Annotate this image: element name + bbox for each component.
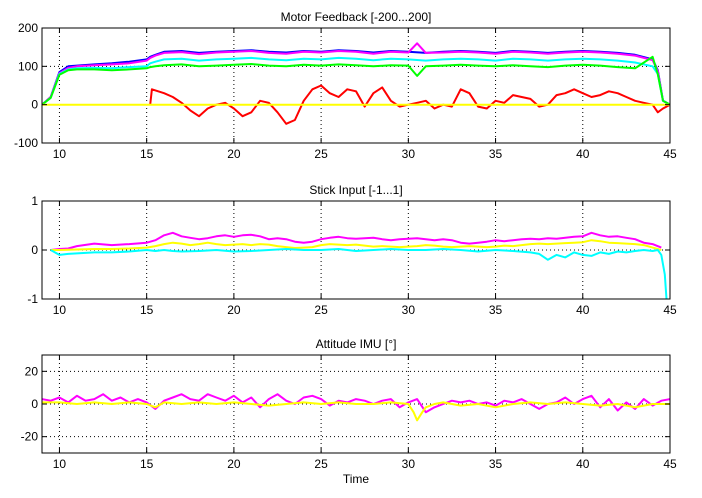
chart-1: 10 15 20 25 30 35 40 45 -100 0 100 200 Motor Feedbac… (14, 10, 677, 161)
x-tick-label: 40 (576, 147, 590, 161)
series-line-2 (50, 239, 662, 251)
x-tick-label: 10 (53, 303, 67, 317)
x-tick-label: 25 (314, 147, 328, 161)
x-tick-label: 20 (227, 457, 241, 471)
x-tick-label: 40 (576, 457, 590, 471)
x-tick-label: 35 (489, 457, 503, 471)
x-tick-label: 15 (140, 457, 154, 471)
y-tick-label: -20 (21, 430, 39, 444)
x-axis-label: Time (343, 472, 370, 486)
x-tick-label: 30 (402, 457, 416, 471)
y-tick-label: 0 (31, 243, 38, 257)
series-line-1 (42, 393, 670, 414)
x-tick-label: 25 (314, 457, 328, 471)
series-line-3 (42, 56, 670, 106)
y-tick-label: 1 (31, 194, 38, 208)
y-tick-label: -1 (27, 292, 38, 306)
chart-title: Motor Feedback [-200...200] (281, 10, 432, 24)
series-line-1 (50, 231, 662, 251)
series-group (42, 42, 670, 125)
x-tick-label: 25 (314, 303, 328, 317)
series-group (42, 393, 670, 422)
y-tick-label: 200 (18, 21, 38, 35)
x-tick-label: 30 (402, 303, 416, 317)
chart-3: 10 15 20 25 30 35 40 45 -20 0 20 Attitude IMU [°] Ti… (21, 337, 677, 486)
x-tick-label: 45 (663, 147, 677, 161)
chart-2: 10 15 20 25 30 35 40 45 -1 0 1 Stick Input [-1...1] (27, 183, 677, 317)
chart-title: Attitude IMU [°] (316, 337, 397, 351)
y-tick-label: 100 (18, 59, 38, 73)
x-tick-label: 20 (227, 303, 241, 317)
x-tick-label: 45 (663, 303, 677, 317)
y-tick-label: 20 (25, 364, 39, 378)
x-tick-label: 40 (576, 303, 590, 317)
chart-title: Stick Input [-1...1] (309, 183, 402, 197)
axes-frame (41, 27, 671, 144)
x-tick-label: 35 (489, 303, 503, 317)
series-line-4 (42, 55, 670, 106)
x-tick-label: 10 (53, 147, 67, 161)
series-line-2 (42, 42, 670, 106)
x-tick-label: 30 (402, 147, 416, 161)
x-tick-label: 15 (140, 147, 154, 161)
y-tick-label: -100 (14, 136, 38, 150)
series-group (50, 231, 668, 299)
x-tick-label: 35 (489, 147, 503, 161)
series-line-2 (42, 401, 670, 422)
series-line-3 (50, 248, 668, 299)
x-tick-label: 45 (663, 457, 677, 471)
x-tick-label: 15 (140, 303, 154, 317)
plot-area (42, 28, 670, 143)
x-tick-label: 20 (227, 147, 241, 161)
y-tick-label: 0 (31, 397, 38, 411)
x-tick-label: 10 (53, 457, 67, 471)
y-tick-label: 0 (31, 98, 38, 112)
